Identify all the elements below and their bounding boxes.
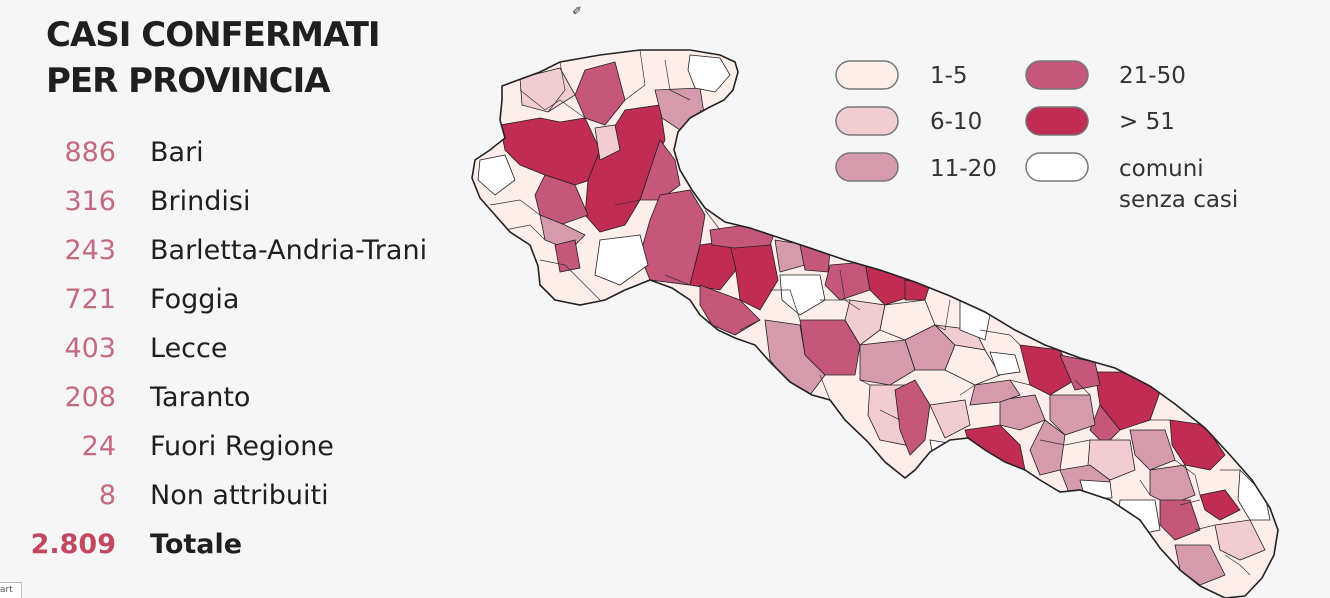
puglia-map: 1-5 6-10 11-20 21-50 > 51 comuni senza c… xyxy=(471,49,1279,598)
legend-label-1-5: 1-5 xyxy=(930,63,968,89)
pushpin-icon: ✐ xyxy=(572,4,583,18)
province-row-lecce: 403 Lecce xyxy=(0,327,460,376)
title-line-1: CASI CONFERMATI xyxy=(46,15,381,55)
province-row-brindisi: 316 Brindisi xyxy=(0,180,460,229)
total-label: Totale xyxy=(150,529,243,560)
province-name: Non attribuiti xyxy=(150,480,329,511)
legend-label-21-50: 21-50 xyxy=(1119,63,1186,89)
province-row-taranto: 208 Taranto xyxy=(0,376,460,425)
province-row-bari: 886 Bari xyxy=(0,131,460,180)
province-name: Barletta-Andria-Trani xyxy=(150,235,428,266)
province-list: 886 Bari 316 Brindisi 243 Barletta-Andri… xyxy=(0,131,460,572)
legend-swatch-no-cases xyxy=(1025,152,1089,182)
legend-swatch-51-plus xyxy=(1025,106,1089,136)
legend-label-no-cases-2: senza casi xyxy=(1119,187,1238,213)
province-row-fuori-regione: 24 Fuori Regione xyxy=(0,425,460,474)
province-count: 208 xyxy=(64,382,116,413)
province-name: Taranto xyxy=(150,382,251,413)
legend-label-51-plus: > 51 xyxy=(1119,109,1175,135)
province-row-foggia: 721 Foggia xyxy=(0,278,460,327)
legend-label-no-cases-1: comuni xyxy=(1119,156,1204,182)
page-title: CASI CONFERMATI PER PROVINCIA xyxy=(46,12,381,104)
total-count: 2.809 xyxy=(30,529,116,560)
province-count: 886 xyxy=(64,137,116,168)
legend-swatch-21-50 xyxy=(1025,60,1089,90)
province-name: Brindisi xyxy=(150,186,251,217)
province-count: 24 xyxy=(81,431,116,462)
legend-label-11-20: 11-20 xyxy=(930,156,997,182)
corner-tab[interactable]: art xyxy=(0,582,22,598)
legend-label-6-10: 6-10 xyxy=(930,109,982,135)
title-line-2: PER PROVINCIA xyxy=(46,61,331,101)
province-count: 403 xyxy=(64,333,116,364)
province-name: Lecce xyxy=(150,333,228,364)
province-name: Bari xyxy=(150,137,204,168)
map-legend: 1-5 6-10 11-20 21-50 > 51 comuni senza c… xyxy=(835,60,1238,213)
province-row-non-attribuiti: 8 Non attribuiti xyxy=(0,474,460,523)
legend-swatch-11-20 xyxy=(835,152,899,182)
province-name: Fuori Regione xyxy=(150,431,334,462)
province-count: 8 xyxy=(98,480,116,511)
legend-swatch-6-10 xyxy=(835,106,899,136)
total-row: 2.809 Totale xyxy=(0,523,460,572)
province-count: 243 xyxy=(64,235,116,266)
province-row-bat: 243 Barletta-Andria-Trani xyxy=(0,229,460,278)
legend-swatch-1-5 xyxy=(835,60,899,90)
province-count: 721 xyxy=(64,284,116,315)
province-count: 316 xyxy=(64,186,116,217)
province-name: Foggia xyxy=(150,284,240,315)
